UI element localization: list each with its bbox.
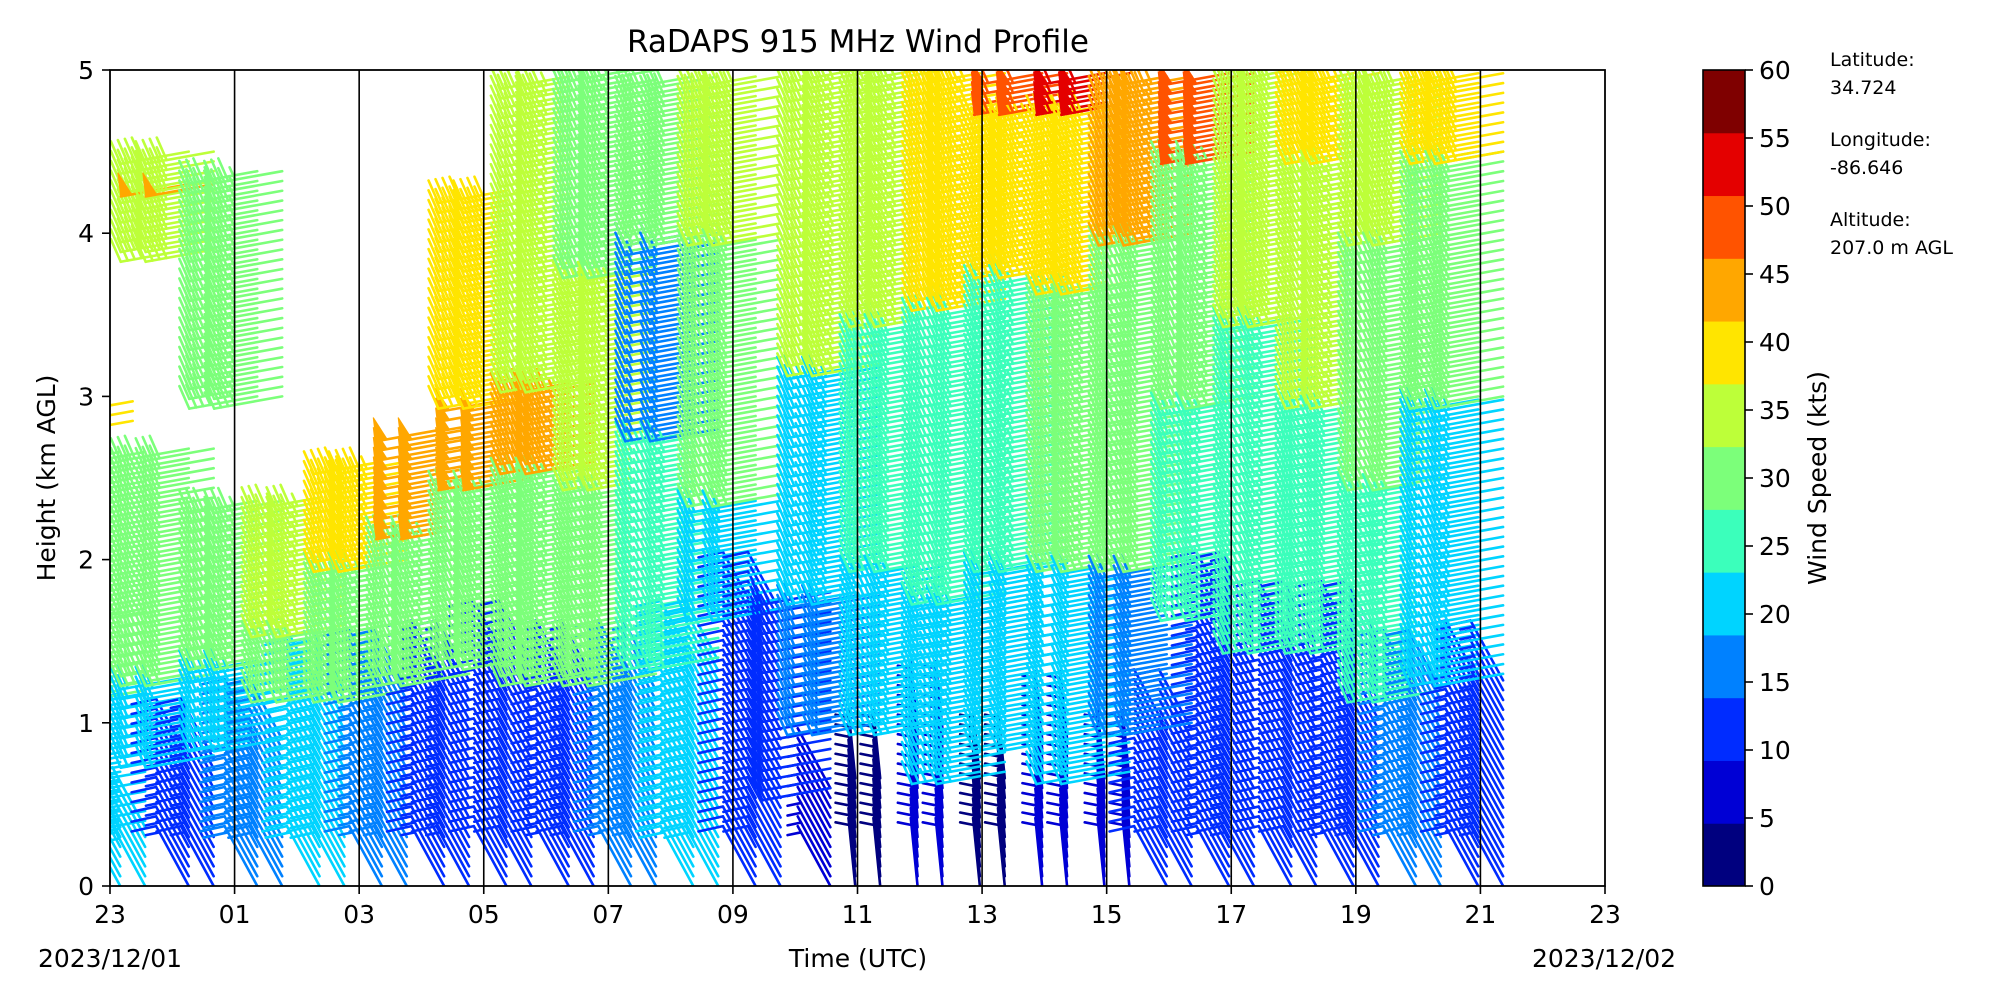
colorbar-band	[1703, 509, 1745, 572]
colorbar-tick-label: 25	[1759, 532, 1791, 561]
y-tick-label: 3	[78, 382, 94, 411]
wind-barb	[42, 790, 120, 814]
wind-barb	[42, 638, 120, 663]
wind-barb	[1110, 826, 1167, 886]
colorbar-band	[1703, 384, 1745, 447]
wind-barb	[42, 586, 120, 611]
latitude-value: 34.724	[1830, 77, 1896, 99]
wind-barb	[42, 648, 120, 673]
colorbar: 0 5 10 15 20 25 30 35 40 45 50 55 60	[1703, 56, 1791, 901]
plot-area	[42, 56, 1503, 886]
end-date-label: 2023/12/02	[1532, 944, 1676, 973]
wind-barb	[42, 668, 120, 693]
altitude-label: Altitude:	[1830, 209, 1911, 231]
colorbar-band	[1703, 447, 1745, 510]
wind-barb	[67, 682, 145, 706]
y-tick-label: 1	[78, 709, 94, 738]
colorbar-tick-label: 0	[1759, 872, 1775, 901]
y-tick-label: 0	[78, 872, 94, 901]
colorbar-tick-label: 30	[1759, 464, 1791, 493]
x-tick-label: 19	[1340, 900, 1372, 929]
colorbar-band	[1703, 823, 1745, 886]
wind-barb	[42, 619, 120, 644]
x-tick-label: 11	[842, 900, 874, 929]
x-tick-label: 17	[1215, 900, 1247, 929]
wind-barb	[42, 741, 120, 765]
colorbar-band	[1703, 196, 1745, 259]
altitude-value: 207.0 m AGL	[1830, 237, 1953, 259]
x-tick-label: 23	[1589, 900, 1621, 929]
colorbar-tick-label: 55	[1759, 124, 1791, 153]
wind-barb	[42, 658, 120, 683]
wind-barb	[42, 609, 120, 634]
y-tick-label: 5	[78, 56, 94, 85]
wind-barb	[42, 809, 120, 833]
x-tick-label: 23	[94, 900, 126, 929]
wind-barb	[67, 439, 145, 464]
colorbar-band	[1703, 133, 1745, 196]
colorbar-tick-label: 50	[1759, 192, 1791, 221]
colorbar-band	[1703, 760, 1745, 823]
wind-barb	[42, 596, 120, 621]
wind-barb	[42, 628, 120, 653]
colorbar-band	[1703, 321, 1745, 384]
x-axis-label: Time (UTC)	[788, 944, 927, 973]
y-tick-label: 2	[78, 546, 94, 575]
wind-barb	[42, 770, 120, 794]
colorbar-tick-label: 45	[1759, 260, 1791, 289]
x-tick-label: 03	[343, 900, 375, 929]
x-tick-label: 09	[717, 900, 749, 929]
y-tick-label: 4	[78, 219, 94, 248]
x-tick-label: 01	[219, 900, 251, 929]
colorbar-band	[1703, 698, 1745, 761]
x-tick-label: 21	[1465, 900, 1497, 929]
wind-barb	[42, 677, 120, 702]
colorbar-label: Wind Speed (kts)	[1803, 371, 1832, 585]
colorbar-tick-label: 40	[1759, 328, 1791, 357]
colorbar-tick-label: 5	[1759, 804, 1775, 833]
longitude-value: -86.646	[1830, 157, 1903, 179]
y-axis-label: Height (km AGL)	[32, 375, 61, 582]
chart-title: RaDAPS 915 MHz Wind Profile	[627, 24, 1089, 60]
x-tick-label: 07	[592, 900, 624, 929]
latitude-label: Latitude:	[1830, 49, 1915, 71]
wind-barb	[42, 682, 120, 706]
colorbar-tick-label: 20	[1759, 600, 1791, 629]
wind-barb	[42, 760, 120, 784]
colorbar-tick-label: 15	[1759, 668, 1791, 697]
wind-barb	[42, 750, 120, 774]
site-info: Latitude: 34.724 Longitude: -86.646 Alti…	[1830, 49, 1953, 259]
colorbar-band	[1703, 572, 1745, 635]
x-tick-label: 13	[966, 900, 998, 929]
x-tick-label: 05	[468, 900, 500, 929]
colorbar-band	[1703, 258, 1745, 321]
start-date-label: 2023/12/01	[38, 944, 182, 973]
barb-field	[42, 56, 1503, 886]
x-tick-label: 15	[1091, 900, 1123, 929]
wind-barb	[42, 799, 120, 823]
colorbar-tick-label: 10	[1759, 736, 1791, 765]
colorbar-band	[1703, 635, 1745, 698]
colorbar-tick-label: 60	[1759, 56, 1791, 85]
wind-barb	[42, 599, 120, 624]
colorbar-band	[1703, 70, 1745, 133]
wind-barb	[42, 780, 120, 804]
colorbar-tick-label: 35	[1759, 396, 1791, 425]
longitude-label: Longitude:	[1830, 129, 1931, 151]
